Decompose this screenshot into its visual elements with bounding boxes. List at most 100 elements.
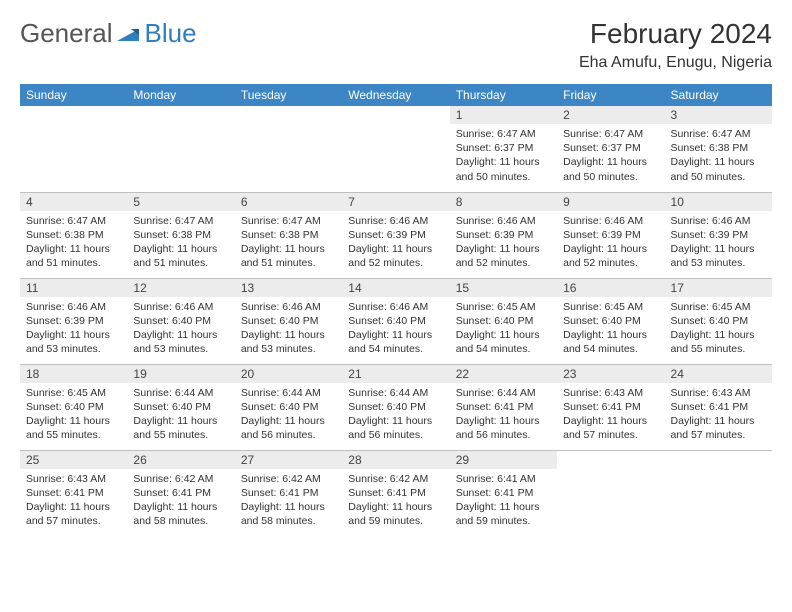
sunset-line: Sunset: 6:40 PM (456, 314, 551, 328)
day-number: 14 (342, 279, 449, 297)
day-number: 21 (342, 365, 449, 383)
day-body: Sunrise: 6:46 AMSunset: 6:39 PMDaylight:… (20, 297, 127, 363)
calendar-cell: 14Sunrise: 6:46 AMSunset: 6:40 PMDayligh… (342, 278, 449, 364)
sunrise-line: Sunrise: 6:45 AM (563, 300, 658, 314)
sunrise-line: Sunrise: 6:45 AM (456, 300, 551, 314)
day-body: Sunrise: 6:44 AMSunset: 6:40 PMDaylight:… (342, 383, 449, 449)
daylight-line: Daylight: 11 hours and 53 minutes. (26, 328, 121, 356)
sunrise-line: Sunrise: 6:45 AM (671, 300, 766, 314)
calendar-cell: 12Sunrise: 6:46 AMSunset: 6:40 PMDayligh… (127, 278, 234, 364)
calendar-cell (235, 106, 342, 192)
sunset-line: Sunset: 6:41 PM (563, 400, 658, 414)
day-body: Sunrise: 6:46 AMSunset: 6:39 PMDaylight:… (665, 211, 772, 277)
sunrise-line: Sunrise: 6:41 AM (456, 472, 551, 486)
calendar-cell: 27Sunrise: 6:42 AMSunset: 6:41 PMDayligh… (235, 450, 342, 536)
calendar-cell (342, 106, 449, 192)
calendar-cell (20, 106, 127, 192)
day-number: 3 (665, 106, 772, 124)
sunrise-line: Sunrise: 6:45 AM (26, 386, 121, 400)
sunrise-line: Sunrise: 6:46 AM (671, 214, 766, 228)
day-body: Sunrise: 6:47 AMSunset: 6:38 PMDaylight:… (127, 211, 234, 277)
day-body: Sunrise: 6:42 AMSunset: 6:41 PMDaylight:… (127, 469, 234, 535)
day-number: 19 (127, 365, 234, 383)
sunrise-line: Sunrise: 6:43 AM (563, 386, 658, 400)
calendar-cell: 3Sunrise: 6:47 AMSunset: 6:38 PMDaylight… (665, 106, 772, 192)
day-body: Sunrise: 6:46 AMSunset: 6:39 PMDaylight:… (342, 211, 449, 277)
day-number: 20 (235, 365, 342, 383)
day-number: 5 (127, 193, 234, 211)
location: Eha Amufu, Enugu, Nigeria (579, 54, 772, 72)
calendar-cell: 24Sunrise: 6:43 AMSunset: 6:41 PMDayligh… (665, 364, 772, 450)
daylight-line: Daylight: 11 hours and 50 minutes. (456, 155, 551, 183)
day-number: 15 (450, 279, 557, 297)
day-number: 9 (557, 193, 664, 211)
daylight-line: Daylight: 11 hours and 53 minutes. (241, 328, 336, 356)
daylight-line: Daylight: 11 hours and 51 minutes. (26, 242, 121, 270)
daylight-line: Daylight: 11 hours and 51 minutes. (133, 242, 228, 270)
sunset-line: Sunset: 6:38 PM (26, 228, 121, 242)
day-number (127, 106, 234, 124)
weekday-header: Monday (127, 84, 234, 106)
calendar-cell (665, 450, 772, 536)
day-number: 24 (665, 365, 772, 383)
calendar-cell: 15Sunrise: 6:45 AMSunset: 6:40 PMDayligh… (450, 278, 557, 364)
day-number: 17 (665, 279, 772, 297)
day-body: Sunrise: 6:46 AMSunset: 6:40 PMDaylight:… (127, 297, 234, 363)
day-number: 27 (235, 451, 342, 469)
daylight-line: Daylight: 11 hours and 58 minutes. (241, 500, 336, 528)
day-number (20, 106, 127, 124)
daylight-line: Daylight: 11 hours and 58 minutes. (133, 500, 228, 528)
sunrise-line: Sunrise: 6:44 AM (456, 386, 551, 400)
sunrise-line: Sunrise: 6:43 AM (671, 386, 766, 400)
sunrise-line: Sunrise: 6:44 AM (133, 386, 228, 400)
sunset-line: Sunset: 6:40 PM (26, 400, 121, 414)
logo-icon (117, 25, 143, 43)
calendar-cell: 13Sunrise: 6:46 AMSunset: 6:40 PMDayligh… (235, 278, 342, 364)
calendar-cell: 10Sunrise: 6:46 AMSunset: 6:39 PMDayligh… (665, 192, 772, 278)
calendar-cell: 29Sunrise: 6:41 AMSunset: 6:41 PMDayligh… (450, 450, 557, 536)
sunset-line: Sunset: 6:39 PM (563, 228, 658, 242)
day-body: Sunrise: 6:44 AMSunset: 6:41 PMDaylight:… (450, 383, 557, 449)
calendar-cell (557, 450, 664, 536)
sunrise-line: Sunrise: 6:42 AM (348, 472, 443, 486)
day-number (665, 451, 772, 469)
day-number: 18 (20, 365, 127, 383)
sunset-line: Sunset: 6:41 PM (456, 400, 551, 414)
title-block: February 2024 Eha Amufu, Enugu, Nigeria (579, 18, 772, 72)
day-body: Sunrise: 6:46 AMSunset: 6:39 PMDaylight:… (450, 211, 557, 277)
sunrise-line: Sunrise: 6:42 AM (133, 472, 228, 486)
sunrise-line: Sunrise: 6:44 AM (241, 386, 336, 400)
sunset-line: Sunset: 6:40 PM (671, 314, 766, 328)
calendar-cell: 28Sunrise: 6:42 AMSunset: 6:41 PMDayligh… (342, 450, 449, 536)
daylight-line: Daylight: 11 hours and 55 minutes. (26, 414, 121, 442)
calendar-cell: 17Sunrise: 6:45 AMSunset: 6:40 PMDayligh… (665, 278, 772, 364)
weekday-header: Friday (557, 84, 664, 106)
day-number: 6 (235, 193, 342, 211)
daylight-line: Daylight: 11 hours and 50 minutes. (671, 155, 766, 183)
day-body: Sunrise: 6:44 AMSunset: 6:40 PMDaylight:… (127, 383, 234, 449)
sunset-line: Sunset: 6:40 PM (563, 314, 658, 328)
calendar-cell (127, 106, 234, 192)
day-body: Sunrise: 6:43 AMSunset: 6:41 PMDaylight:… (557, 383, 664, 449)
daylight-line: Daylight: 11 hours and 59 minutes. (348, 500, 443, 528)
daylight-line: Daylight: 11 hours and 56 minutes. (241, 414, 336, 442)
sunset-line: Sunset: 6:39 PM (456, 228, 551, 242)
sunset-line: Sunset: 6:41 PM (456, 486, 551, 500)
daylight-line: Daylight: 11 hours and 52 minutes. (348, 242, 443, 270)
sunrise-line: Sunrise: 6:46 AM (348, 214, 443, 228)
sunset-line: Sunset: 6:41 PM (133, 486, 228, 500)
day-number: 23 (557, 365, 664, 383)
header: General Blue February 2024 Eha Amufu, En… (20, 18, 772, 72)
sunset-line: Sunset: 6:39 PM (348, 228, 443, 242)
day-number: 28 (342, 451, 449, 469)
calendar-body: 1Sunrise: 6:47 AMSunset: 6:37 PMDaylight… (20, 106, 772, 536)
sunrise-line: Sunrise: 6:46 AM (563, 214, 658, 228)
daylight-line: Daylight: 11 hours and 52 minutes. (563, 242, 658, 270)
day-number: 12 (127, 279, 234, 297)
daylight-line: Daylight: 11 hours and 54 minutes. (563, 328, 658, 356)
day-number: 16 (557, 279, 664, 297)
weekday-header: Thursday (450, 84, 557, 106)
day-number: 7 (342, 193, 449, 211)
day-number (342, 106, 449, 124)
sunrise-line: Sunrise: 6:46 AM (26, 300, 121, 314)
